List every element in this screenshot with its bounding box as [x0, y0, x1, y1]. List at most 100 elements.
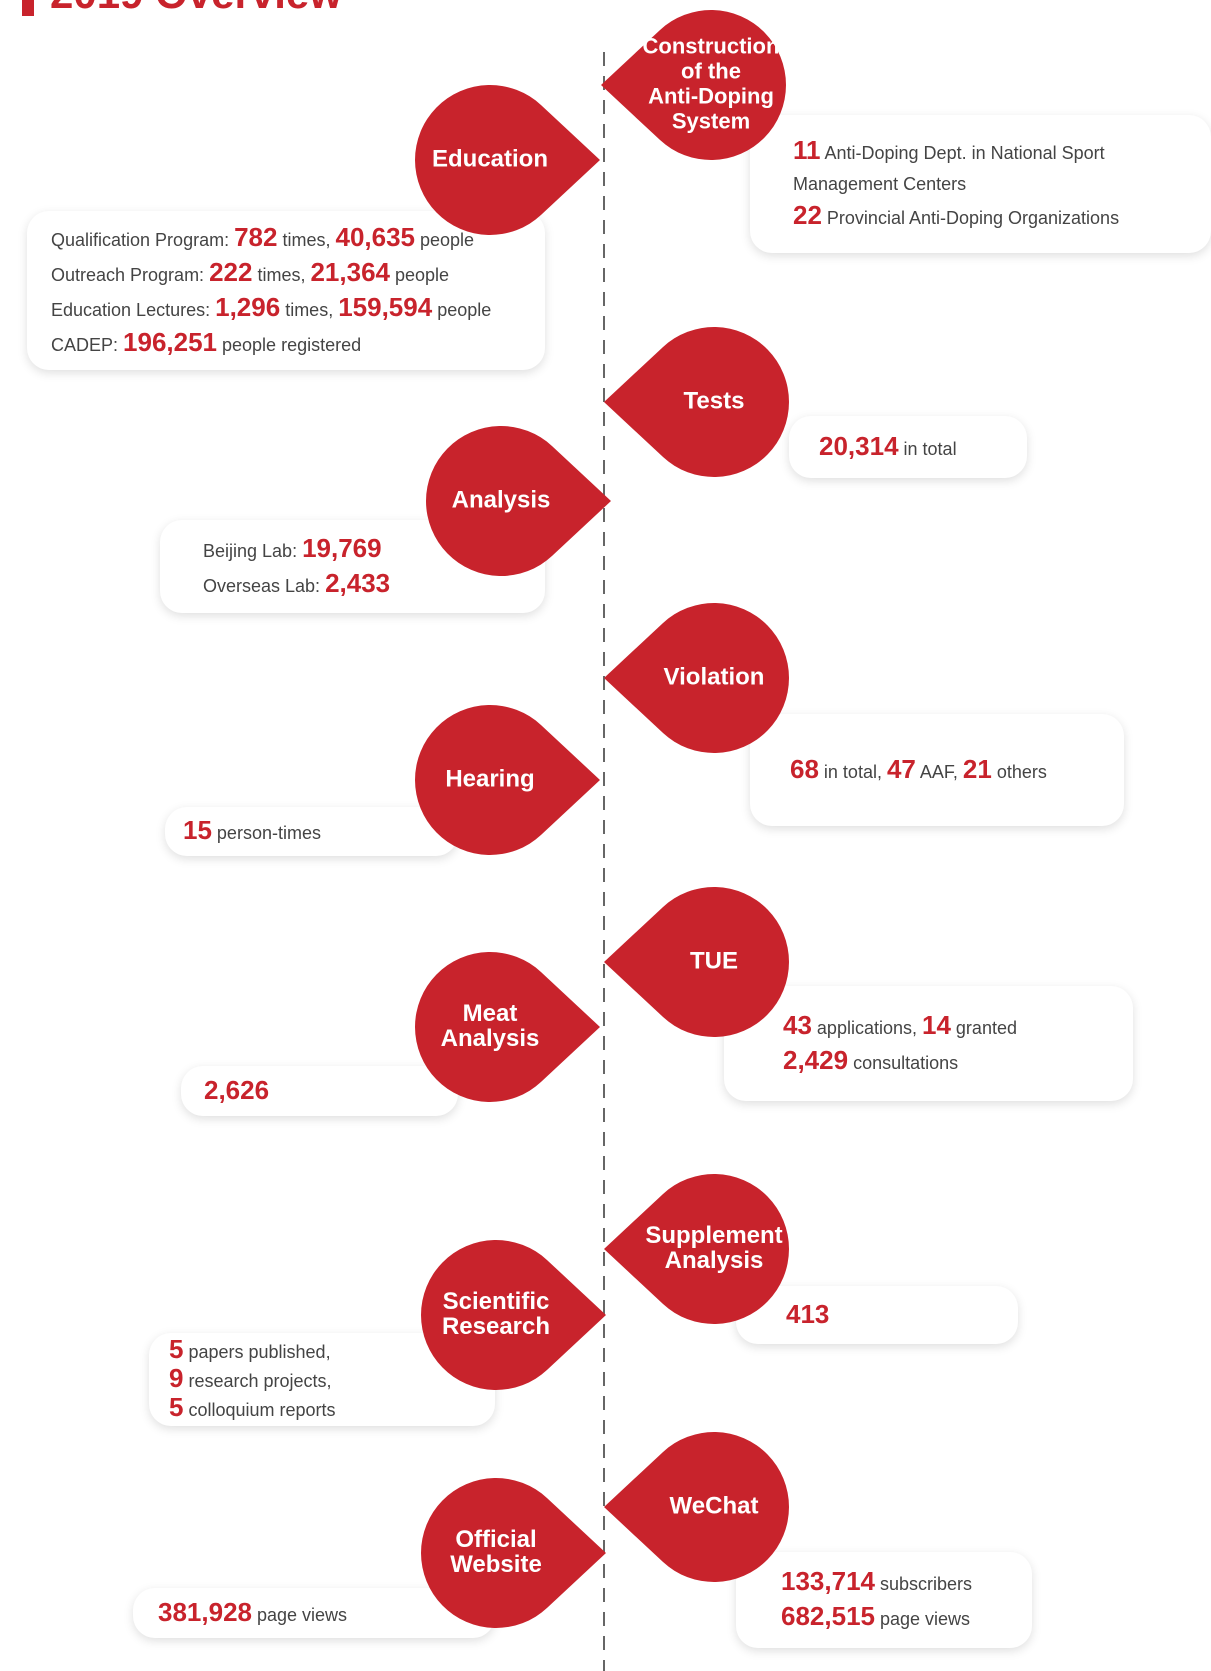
info-box: Qualification Program: 782 times, 40,635… [27, 211, 545, 370]
info-line: 15 person-times [183, 814, 448, 849]
stat-number: 43 [783, 1009, 812, 1040]
info-line: 2,626 [204, 1074, 448, 1109]
stat-text: Overseas Lab: [203, 575, 326, 596]
stat-text: in total [898, 438, 957, 459]
info-line: 20,314 in total [819, 430, 1017, 465]
stat-text: page views [251, 1604, 348, 1625]
stat-number: 20,314 [819, 430, 899, 461]
info-line: 682,515 page views [781, 1600, 1022, 1635]
drop-label: Analysis [452, 486, 551, 513]
drop-marker [426, 426, 611, 576]
stat-text: CADEP: [51, 334, 124, 355]
drop-label: Scientific [443, 1288, 550, 1315]
info-box: 20,314 in total [789, 416, 1027, 478]
stat-text: granted [950, 1017, 1017, 1038]
drop-label: Analysis [441, 1025, 540, 1052]
stat-number: 196,251 [123, 326, 218, 357]
drop-marker [604, 603, 789, 753]
info-line: 133,714 subscribers [781, 1565, 1022, 1600]
title-text: 2019 Overview [50, 0, 342, 18]
info-box: 15 person-times [165, 807, 458, 856]
info-line: 68 in total, 47 AAF, 21 others [790, 753, 1114, 788]
info-line: Beijing Lab: 19,769 [203, 532, 535, 567]
stat-number: 159,594 [338, 291, 433, 322]
info-line: 413 [786, 1298, 1008, 1333]
info-box: 43 applications, 14 granted 2,429 consult… [724, 986, 1133, 1101]
drop-label: Official [455, 1526, 536, 1553]
info-box: 2,626 [181, 1066, 458, 1116]
stat-number: 413 [786, 1298, 830, 1329]
drop-marker [604, 1432, 789, 1582]
drop-label: TUE [690, 947, 738, 974]
stat-number: 2,626 [204, 1074, 270, 1105]
drop-label: Education [432, 145, 548, 172]
stat-text: applications, [811, 1017, 922, 1038]
drop-label: Research [442, 1313, 550, 1340]
info-box: 68 in total, 47 AAF, 21 others [750, 714, 1124, 826]
stat-text: Beijing Lab: [203, 540, 303, 561]
info-line: Education Lectures: 1,296 times, 159,594… [51, 291, 535, 326]
drop-label: Supplement [645, 1222, 782, 1249]
info-box: 413 [736, 1286, 1018, 1344]
drop-marker [421, 1478, 606, 1628]
stat-number: 381,928 [158, 1596, 252, 1627]
stat-number: 21,364 [310, 256, 390, 287]
stat-text: AAF, [915, 761, 963, 782]
stat-number: 11 [793, 134, 821, 165]
stat-number: 47 [886, 753, 916, 784]
stat-text: people [390, 264, 450, 285]
stat-number: 21 [962, 753, 992, 784]
stat-number: 1,296 [215, 291, 281, 322]
drop-marker [415, 705, 600, 856]
drop-label: Violation [664, 663, 765, 690]
stat-number: 222 [209, 256, 253, 287]
info-box: 11 Anti-Doping Dept. in National Sport M… [750, 115, 1211, 253]
drop-label: System [672, 108, 750, 133]
stat-text: in total, [818, 761, 887, 782]
info-line: 381,928 page views [158, 1596, 485, 1631]
stat-number: 68 [790, 753, 819, 784]
info-box: 381,928 page views [133, 1588, 495, 1638]
drop-label: Meat [463, 1000, 518, 1027]
drop-label: Tests [684, 387, 745, 414]
stat-text: others [991, 761, 1047, 782]
stat-number: 40,635 [335, 221, 416, 252]
info-line: 43 applications, 14 granted [783, 1009, 1123, 1044]
info-box: 133,714 subscribers 682,515 page views [736, 1552, 1032, 1648]
stat-text: Provincial Anti-Doping Organizations [821, 207, 1120, 228]
info-line: Outreach Program: 222 times, 21,364 peop… [51, 256, 535, 291]
stat-number: 133,714 [781, 1566, 875, 1596]
info-line: 9 research projects, [169, 1365, 485, 1394]
drop-label: Website [450, 1551, 542, 1578]
drop-marker [604, 1174, 789, 1325]
drop-label: of the [681, 58, 741, 83]
stat-text: research projects, [183, 1371, 332, 1391]
stat-number: 22 [793, 199, 822, 230]
drop-marker [421, 1239, 606, 1390]
stat-text: person-times [211, 823, 321, 843]
stat-text: papers published, [183, 1342, 331, 1362]
info-line: 5 papers published, [169, 1336, 485, 1365]
stat-text: times, [277, 229, 336, 250]
drop-marker [415, 952, 600, 1102]
drop-label: Construction [643, 33, 780, 58]
info-line: CADEP: 196,251 people registered [51, 326, 535, 361]
stat-text: colloquium reports [183, 1400, 336, 1420]
stat-text: consultations [848, 1052, 959, 1073]
drop-marker [604, 887, 789, 1037]
stat-number: 5 [169, 1334, 184, 1364]
title-bar [22, 0, 34, 16]
info-line: 2,429 consultations [783, 1044, 1123, 1079]
info-line: 22 Provincial Anti-Doping Organizations [793, 200, 1151, 234]
stat-number: 2,433 [325, 567, 391, 598]
stat-text: Qualification Program: [51, 229, 235, 250]
drop-marker [415, 84, 600, 235]
stat-number: 782 [234, 221, 278, 252]
title: 2019 Overview [22, 0, 342, 18]
stat-number: 5 [169, 1392, 184, 1422]
drop-label: Hearing [445, 765, 534, 792]
info-box: 5 papers published, 9 research projects, 5… [149, 1333, 495, 1426]
info-line: 11 Anti-Doping Dept. in National Sport M… [793, 135, 1151, 200]
